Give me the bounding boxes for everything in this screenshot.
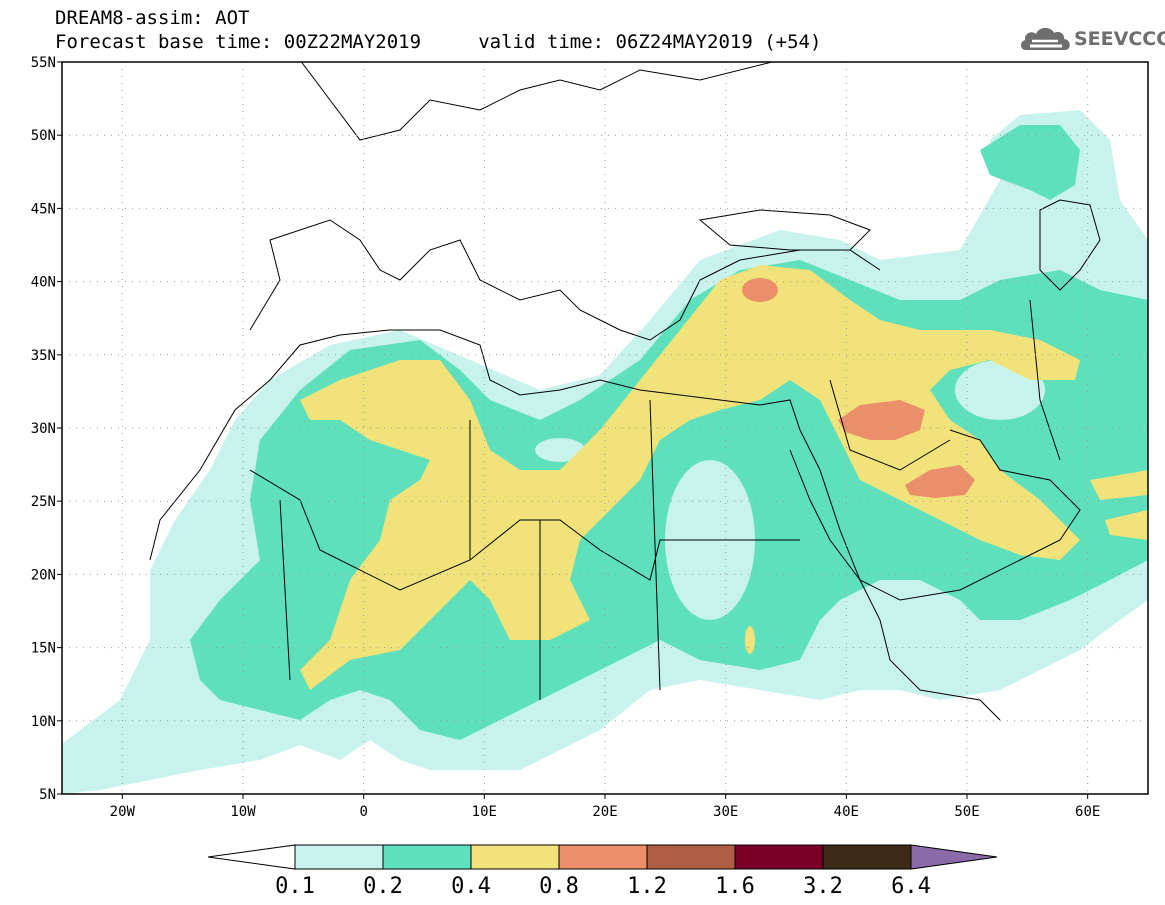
border-3 — [829, 299, 1061, 471]
black-sea — [698, 209, 871, 251]
lat-tick-label: 40N — [31, 275, 56, 291]
colorbar-label: 1.2 — [627, 874, 667, 899]
latitude-axis: 55N 50N 45N 40N 35N 30N 25N 20N 15N 10N 5N — [31, 55, 62, 803]
colorbar-box-3.2 — [822, 844, 912, 870]
colorbar-box-0.8 — [558, 844, 648, 870]
lat-tick-label: 25N — [31, 494, 56, 510]
map-title: DREAM8-assim: AOT — [55, 7, 250, 29]
lat-tick-label: 15N — [31, 641, 56, 657]
contour-0.2-north — [980, 125, 1080, 200]
colorbar-box-1.2 — [646, 844, 736, 870]
colorbar-box-0.1 — [294, 844, 384, 870]
lat-tick-label: 10N — [31, 714, 56, 730]
contour-0.8-arabia — [905, 465, 975, 498]
lon-tick-label: 10W — [230, 804, 256, 820]
forecast-time-subtitle: Forecast base time: 00Z22MAY2019 valid t… — [55, 31, 822, 53]
lon-tick-label: 50E — [954, 804, 979, 820]
cloud-icon — [1020, 27, 1070, 50]
lat-tick-label: 5N — [39, 787, 56, 803]
colorbar-labels: 0.1 0.2 0.4 0.8 1.2 1.6 3.2 6.4 — [275, 874, 931, 899]
contour-0.4-east — [1090, 470, 1148, 500]
lat-tick-label: 55N — [31, 55, 56, 71]
contour-0.8-turkey — [742, 278, 778, 302]
lat-tick-label: 35N — [31, 348, 56, 364]
lon-tick-label: 60E — [1075, 804, 1100, 820]
colorbar-label: 0.2 — [363, 874, 403, 899]
colorbar-low-arrow — [207, 844, 296, 870]
contour-0.4 — [300, 265, 1080, 690]
lon-tick-label: 40E — [834, 804, 859, 820]
colorbar-high-arrow — [910, 844, 998, 870]
border-2 — [279, 399, 661, 700]
longitude-axis: 20W 10W 0 10E 20E 30E 40E 50E 60E — [110, 794, 1100, 820]
lat-tick-label: 20N — [31, 567, 56, 583]
logo-text: SEEVCCC — [1074, 28, 1165, 50]
lon-tick-label: 20E — [592, 804, 617, 820]
seevccc-logo: SEEVCCC — [1018, 22, 1165, 56]
colorbar — [207, 844, 998, 870]
colorbar-box-1.6 — [734, 844, 824, 870]
coastlines — [149, 62, 1101, 721]
colorbar-label: 0.1 — [275, 874, 315, 899]
caspian — [1039, 199, 1101, 291]
europe-coast — [249, 219, 881, 341]
colorbar-label: 3.2 — [803, 874, 843, 899]
africa-coast — [149, 329, 1001, 721]
lon-tick-label: 30E — [713, 804, 738, 820]
arabia-coast — [789, 429, 1081, 601]
lon-tick-label: 10E — [472, 804, 497, 820]
aot-contours — [62, 110, 1148, 794]
lon-tick-label: 0 — [359, 804, 367, 820]
contour-0.8-iraq — [838, 400, 925, 440]
colorbar-label: 6.4 — [891, 874, 931, 899]
colorbar-box-0.4 — [470, 844, 560, 870]
north-europe — [300, 62, 775, 141]
lat-tick-label: 50N — [31, 128, 56, 144]
contour-0.4-east2 — [1105, 510, 1148, 540]
colorbar-label: 1.6 — [715, 874, 755, 899]
colorbar-box-0.2 — [382, 844, 472, 870]
colorbar-label: 0.8 — [539, 874, 579, 899]
lat-tick-label: 45N — [31, 201, 56, 217]
border-1 — [249, 469, 800, 591]
grid — [62, 62, 1148, 794]
colorbar-label: 0.4 — [451, 874, 491, 899]
lon-tick-label: 20W — [110, 804, 136, 820]
lat-tick-label: 30N — [31, 421, 56, 437]
